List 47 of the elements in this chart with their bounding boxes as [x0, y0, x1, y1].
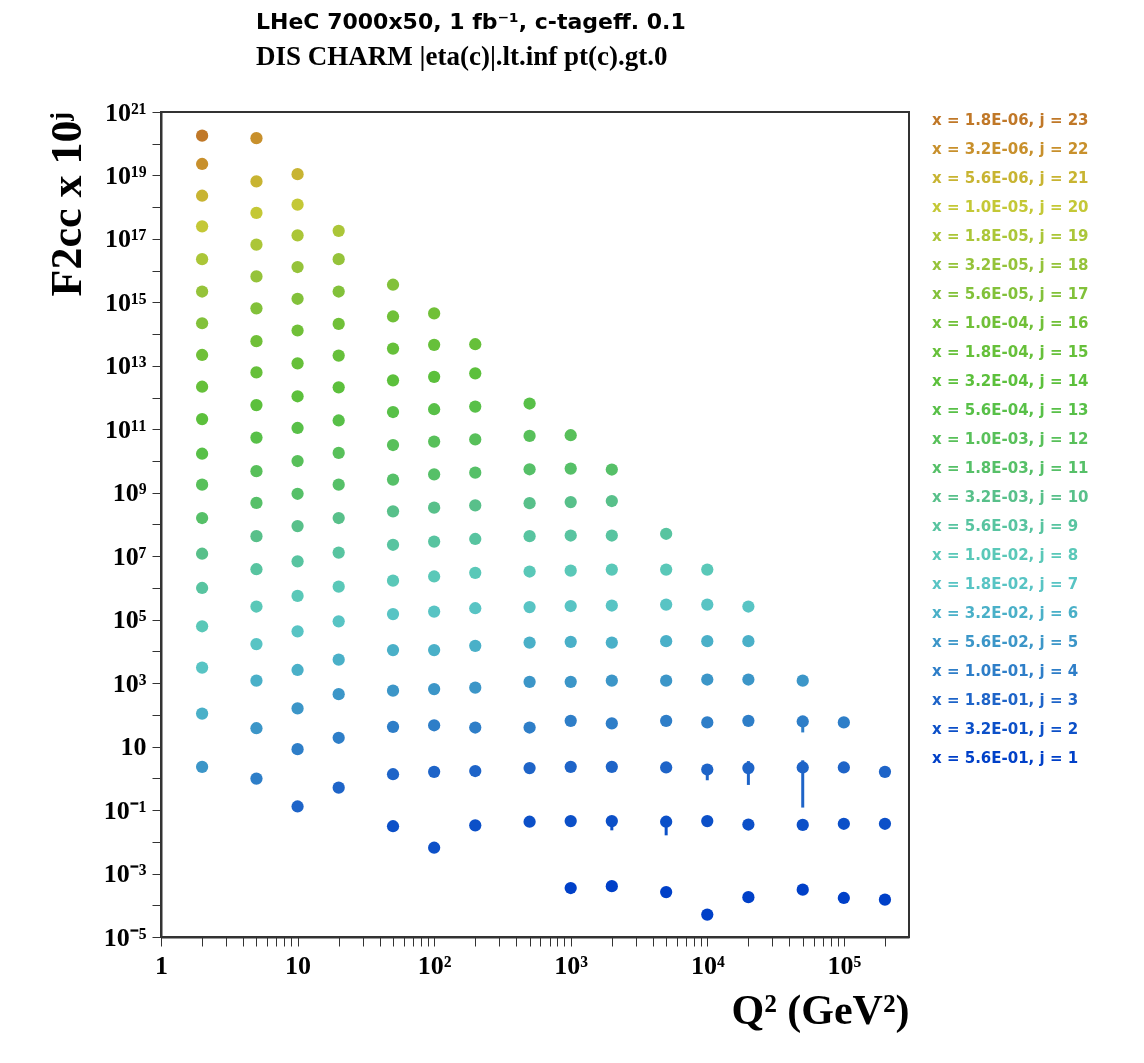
y-tick-label: 10¹⁷: [104, 224, 147, 254]
chart-subtitle: DIS CHARM |eta(c)|.lt.inf pt(c).gt.0: [256, 41, 668, 71]
y-tick-label: 10¹⁹: [104, 160, 147, 190]
y-tick-label: 10¹¹: [104, 414, 147, 444]
y-tick-label: 10: [120, 732, 147, 762]
x-tick-label: 10⁴: [690, 950, 725, 980]
text: x = 1.8E-05, j = 19: [932, 226, 1089, 245]
text: x = 1.8E-03, j = 11: [932, 458, 1089, 477]
text: x = 1.0E-02, j = 8: [932, 545, 1079, 564]
text: x = 1.8E-04, j = 15: [932, 342, 1089, 361]
text: x = 1.0E-04, j = 16: [932, 313, 1089, 332]
text: x = 1.8E-01, j = 3: [932, 690, 1079, 709]
x-tick-label: 1: [155, 950, 168, 980]
text: x = 3.2E-04, j = 14: [932, 371, 1089, 390]
text: x = 1.8E-02, j = 7: [932, 574, 1079, 593]
y-tick-label: 10⁻³: [103, 859, 147, 889]
text: x = 3.2E-05, j = 18: [932, 255, 1089, 274]
text: x = 5.6E-02, j = 5: [932, 632, 1079, 651]
text: x = 5.6E-01, j = 1: [932, 748, 1079, 767]
chart-title: LHeC 7000x50, 1 fb⁻¹, c-tageff. 0.1: [256, 9, 686, 34]
x-tick-label: 10: [285, 950, 312, 980]
x-tick-label: 10⁵: [827, 950, 862, 980]
text: x = 3.2E-02, j = 6: [932, 603, 1079, 622]
y-tick-label: 10¹³: [104, 351, 147, 381]
text: x = 1.0E-03, j = 12: [932, 429, 1089, 448]
y-tick-label: 10⁷: [112, 541, 147, 571]
x-axis-title: Q² (GeV²): [731, 986, 910, 1034]
text: x = 5.6E-04, j = 13: [932, 400, 1089, 419]
y-tick-label: 10³: [112, 668, 147, 698]
y-tick-label: 10⁻¹: [103, 795, 147, 825]
text: x = 1.0E-01, j = 4: [932, 661, 1079, 680]
x-tick-label: 10³: [554, 950, 589, 980]
text: x = 5.6E-06, j = 21: [932, 168, 1089, 187]
y-tick-label: 10⁵: [112, 605, 147, 635]
text: x = 3.2E-03, j = 10: [932, 487, 1089, 506]
text: x = 1.0E-05, j = 20: [932, 197, 1089, 216]
text: x = 5.6E-05, j = 17: [932, 284, 1089, 303]
x-tick-label: 10²: [417, 950, 452, 980]
text: x = 1.8E-06, j = 23: [932, 110, 1089, 129]
text: x = 3.2E-06, j = 22: [932, 139, 1089, 158]
y-axis-title: F2cc x 10ʲ: [41, 112, 91, 297]
y-tick-label: 10²¹: [104, 97, 147, 127]
text: x = 3.2E-01, j = 2: [932, 719, 1079, 738]
text: x = 5.6E-03, j = 9: [932, 516, 1079, 535]
y-tick-label: 10⁻⁵: [103, 922, 147, 952]
y-tick-label: 10¹⁵: [104, 287, 147, 317]
y-tick-label: 10⁹: [112, 478, 147, 508]
